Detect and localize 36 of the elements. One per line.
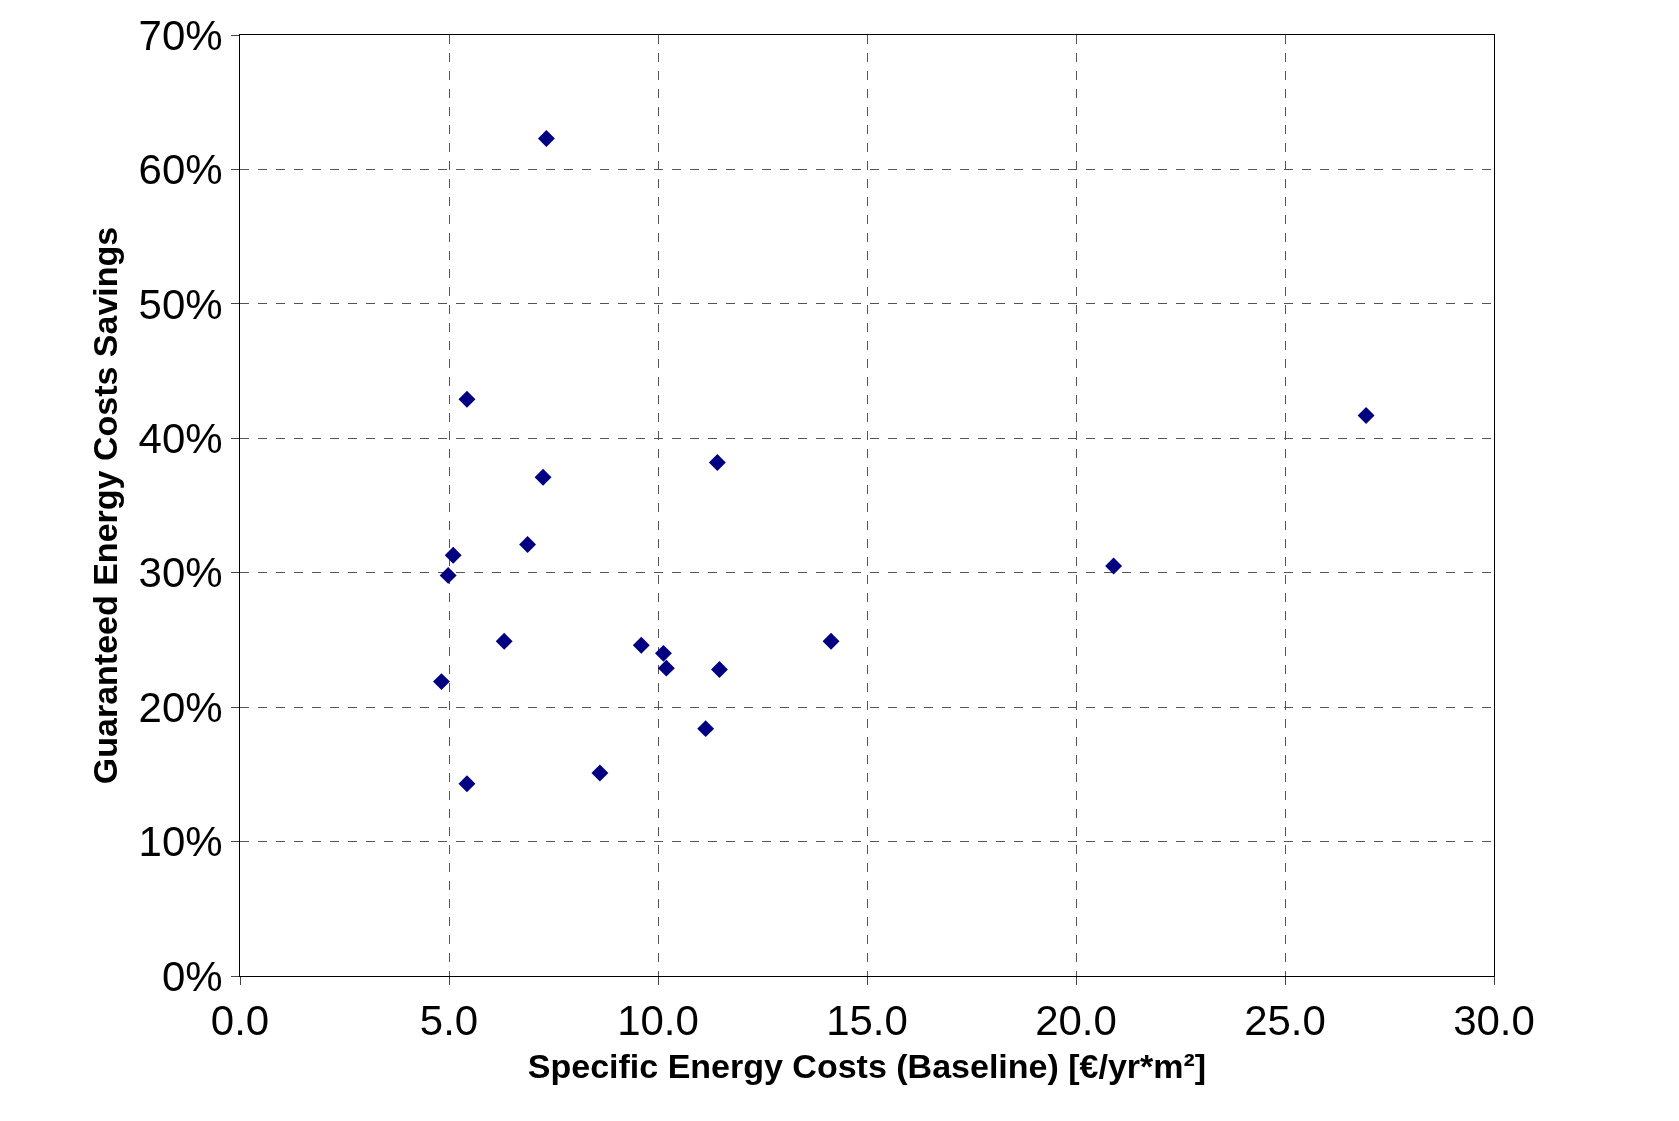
x-tick-label: 30.0 <box>1453 997 1535 1045</box>
point <box>444 546 462 564</box>
x-axis-title: Specific Energy Costs (Baseline) [€/yr*m²] <box>527 1046 1207 1085</box>
y-tick-label: 60% <box>138 146 223 194</box>
point <box>632 636 650 654</box>
y-tick-label: 40% <box>138 414 223 462</box>
x-tick-label: 25.0 <box>1244 997 1326 1045</box>
point <box>591 764 609 782</box>
point <box>708 454 726 471</box>
point <box>654 644 672 662</box>
point <box>433 673 450 691</box>
point <box>439 566 457 584</box>
y-tick-label: 20% <box>138 683 223 731</box>
y-tick-label: 10% <box>138 818 223 866</box>
x-tick-label: 20.0 <box>1035 997 1117 1045</box>
x-tick-label: 15.0 <box>826 997 908 1045</box>
point <box>519 536 537 553</box>
point <box>1357 406 1375 424</box>
point <box>495 632 513 650</box>
point <box>822 632 840 650</box>
point <box>458 775 476 793</box>
y-axis-title: Guaranteed Energy Costs Savings <box>86 226 125 785</box>
y-tick-label: 70% <box>138 11 223 59</box>
point <box>537 130 555 147</box>
point <box>1105 557 1123 575</box>
y-tick-label: 0% <box>161 952 223 1000</box>
y-tick-label: 30% <box>138 549 223 597</box>
x-tick-label: 10.0 <box>617 997 699 1045</box>
point <box>697 720 715 738</box>
y-tick-label: 50% <box>138 280 223 328</box>
point <box>534 468 552 486</box>
x-tick-label: 5.0 <box>419 997 479 1045</box>
point <box>711 661 728 678</box>
point <box>657 659 675 677</box>
x-tick-label: 0.0 <box>210 997 270 1045</box>
point <box>458 390 476 408</box>
